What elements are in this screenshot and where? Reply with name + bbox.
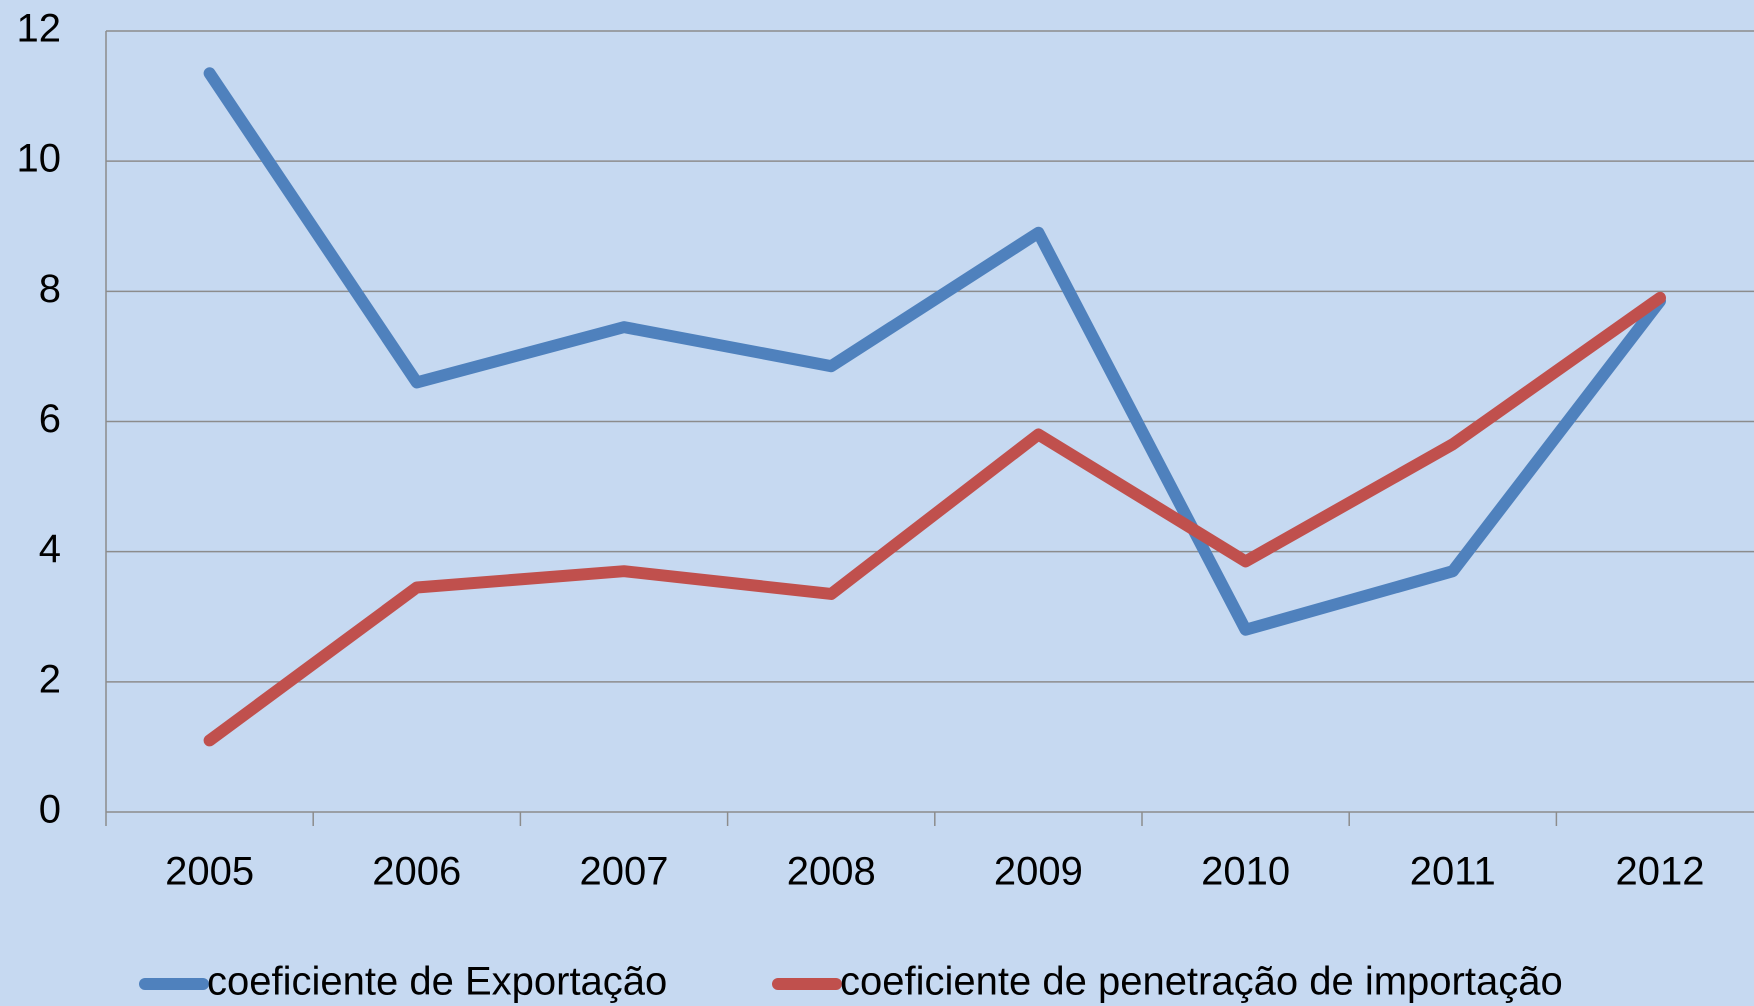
series-line	[203, 291, 1666, 747]
x-tick-label: 2011	[1410, 850, 1496, 894]
x-tick-label: 2005	[165, 850, 254, 894]
x-tick-label: 2009	[994, 850, 1083, 894]
y-tick-label: 12	[17, 7, 62, 51]
y-tick-label: 0	[39, 788, 61, 832]
y-tick-label: 8	[39, 267, 61, 311]
y-tick-label: 2	[39, 657, 61, 701]
y-tick-label: 10	[17, 137, 62, 181]
x-tick-label: 2006	[372, 850, 461, 894]
series-line	[203, 67, 1666, 636]
x-tick-label: 2010	[1201, 850, 1290, 894]
x-tick-label: 2007	[580, 850, 669, 894]
y-tick-label: 6	[39, 397, 61, 441]
x-tick-label: 2008	[787, 850, 876, 894]
legend-label: coeficiente de penetração de importação	[840, 960, 1563, 1004]
x-tick-label: 2012	[1616, 850, 1705, 894]
legend-label: coeficiente de Exportação	[207, 960, 667, 1004]
y-tick-label: 4	[39, 527, 61, 571]
